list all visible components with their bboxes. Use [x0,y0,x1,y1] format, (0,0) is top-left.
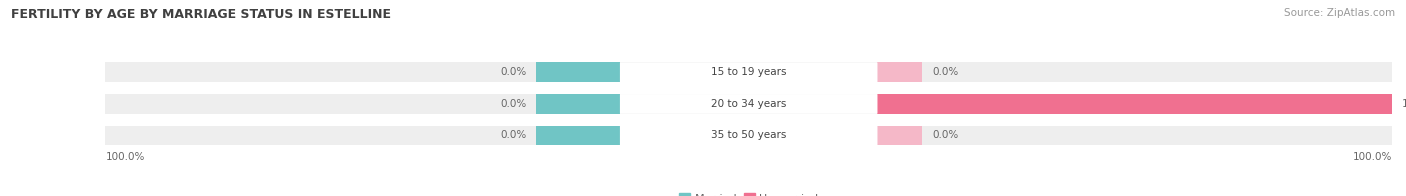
Bar [877,63,922,82]
Bar [877,94,1392,114]
Text: 0.0%: 0.0% [501,131,527,141]
Text: 0.0%: 0.0% [501,67,527,77]
Text: 100.0%: 100.0% [105,152,145,162]
Legend: Married, Unmarried: Married, Unmarried [675,189,823,196]
Text: 15 to 19 years: 15 to 19 years [711,67,786,77]
Text: 0.0%: 0.0% [501,99,527,109]
Text: FERTILITY BY AGE BY MARRIAGE STATUS IN ESTELLINE: FERTILITY BY AGE BY MARRIAGE STATUS IN E… [11,8,391,21]
Text: 20 to 34 years: 20 to 34 years [711,99,786,109]
FancyBboxPatch shape [620,94,877,114]
FancyBboxPatch shape [620,63,877,82]
Bar [105,126,1392,145]
Bar [105,94,1392,114]
Text: 0.0%: 0.0% [932,67,959,77]
Bar [537,94,620,114]
Bar [537,126,620,145]
Bar [537,63,620,82]
Bar [877,126,922,145]
Text: 35 to 50 years: 35 to 50 years [711,131,786,141]
Bar [105,63,1392,82]
Text: 100.0%: 100.0% [1353,152,1392,162]
Text: 0.0%: 0.0% [932,131,959,141]
Text: 100.0%: 100.0% [1402,99,1406,109]
Text: Source: ZipAtlas.com: Source: ZipAtlas.com [1284,8,1395,18]
FancyBboxPatch shape [620,126,877,145]
